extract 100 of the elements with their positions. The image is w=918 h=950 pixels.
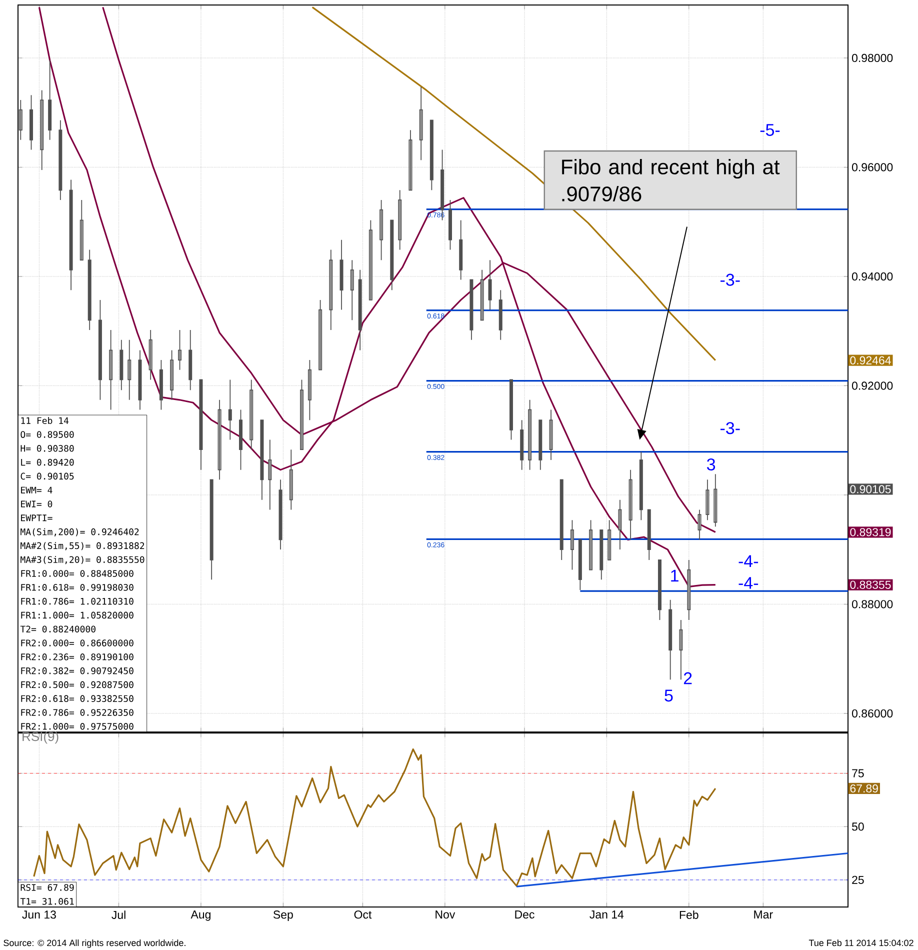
- text: Tue Feb 11 2014 15:04:02: [808, 939, 914, 946]
- y-tick-label: 0.96000: [852, 163, 893, 172]
- annotation: FR2:0.618= 0.93382550: [21, 695, 134, 702]
- candlestick: [40, 90, 44, 170]
- candlestick: [18, 100, 22, 140]
- candlestick: [159, 360, 163, 410]
- candlestick: [178, 330, 182, 370]
- candlestick: [128, 339, 132, 400]
- annotation: 5: [664, 690, 673, 702]
- candlestick: [430, 120, 434, 191]
- x-tick-label: Sep: [273, 910, 293, 921]
- source-note: Source: © 2014 All rights reserved worldwide.: [4, 939, 186, 948]
- annotation: RSI= 67.89: [20, 884, 74, 891]
- candlestick: [58, 120, 62, 200]
- candlestick: [148, 330, 152, 380]
- annotation: FR1:0.786= 1.02110310: [21, 598, 134, 605]
- y-tick-label: 0.88000: [852, 600, 893, 608]
- annotation: EWM= 4: [21, 486, 52, 494]
- line-series: [312, 6, 716, 362]
- y-tick-label: 0.94000: [852, 272, 893, 281]
- candlestick: [98, 299, 102, 400]
- candlestick: [538, 420, 542, 470]
- candlestick: [528, 399, 532, 470]
- candlestick: [687, 559, 691, 620]
- candlestick: [358, 269, 362, 351]
- annotation: Fibo and recent high at .9079/86: [562, 158, 780, 202]
- y-tick-label: 50: [852, 822, 864, 831]
- candlestick: [218, 399, 222, 480]
- candlestick: [80, 200, 84, 261]
- annotation: L= 0.89420: [21, 458, 74, 466]
- y-tick-label: 0.98000: [852, 54, 893, 62]
- annotation: MA#2(Sim,55)= 0.8931882: [20, 542, 144, 550]
- annotation: 11 Feb 14: [21, 417, 69, 424]
- candlestick: [120, 339, 124, 391]
- candlestick: [239, 409, 242, 470]
- annotation: MA#3(Sim,20)= 0.8835550: [20, 556, 144, 564]
- annotation: T1= 31.061: [20, 898, 74, 905]
- candlestick: [549, 409, 553, 460]
- candlestick: [210, 479, 214, 580]
- y-tick-label: 0.92464: [850, 356, 891, 364]
- annotation: 3: [706, 458, 716, 470]
- x-tick-label: Nov: [436, 910, 456, 919]
- x-tick-label: Jun 13: [22, 910, 56, 919]
- y-tick-label: 0.88355: [850, 580, 891, 589]
- annotation: 2: [684, 672, 692, 684]
- candlestick: [618, 499, 622, 550]
- candlestick: [48, 60, 52, 140]
- candlestick: [329, 249, 333, 330]
- candlestick: [698, 509, 702, 540]
- annotation: -3-: [720, 422, 740, 434]
- chart-title: RSI(9): [22, 732, 58, 744]
- y-tick-label: 0.86000: [852, 709, 893, 718]
- annotation: EWI= 0: [21, 500, 52, 508]
- candlestick: [706, 479, 710, 521]
- annotation: FR2:0.500= 0.92087500: [21, 681, 134, 688]
- x-tick-label: Jan 14: [590, 910, 624, 919]
- candlestick: [639, 451, 643, 521]
- candlestick: [608, 520, 612, 560]
- candlestick: [268, 439, 272, 510]
- candlestick: [679, 620, 683, 680]
- annotation: FR2:1.000= 0.97575000: [21, 722, 134, 730]
- annotation: H= 0.90380: [20, 444, 74, 452]
- y-tick-label: 75: [852, 769, 864, 778]
- annotation: T2= 0.88240000: [20, 626, 96, 632]
- annotation: FR2:0.382= 0.90792450: [21, 667, 134, 674]
- candlestick: [520, 420, 524, 470]
- candlestick: [390, 220, 394, 291]
- candlestick: [278, 479, 282, 550]
- candlestick: [488, 260, 492, 310]
- candlestick: [69, 179, 73, 291]
- candlestick: [578, 539, 582, 590]
- candlestick: [419, 86, 423, 161]
- candlestick: [188, 330, 192, 391]
- annotation: -3-: [720, 274, 740, 286]
- candlestick: [260, 420, 264, 500]
- annotation: FR2:0.236= 0.89190100: [21, 653, 134, 660]
- candlestick: [350, 260, 354, 321]
- annotation: FR1:0.000= 0.88485000: [21, 570, 134, 577]
- candlestick: [408, 130, 412, 191]
- annotation: O= 0.89500: [20, 431, 74, 438]
- candlestick: [199, 379, 203, 470]
- candlestick: [628, 469, 632, 540]
- annotation: EWPTI=: [21, 514, 52, 522]
- candlestick: [368, 220, 372, 300]
- y-tick-label: 0.89319: [850, 528, 891, 536]
- candlestick: [308, 360, 312, 421]
- annotation: FR2:0.786= 0.95226350: [21, 709, 134, 716]
- candlestick: [250, 379, 254, 450]
- candlestick: [170, 350, 174, 400]
- candlestick: [228, 379, 232, 440]
- candlestick: [668, 599, 672, 680]
- candlestick: [714, 474, 718, 528]
- candlestick: [570, 520, 574, 570]
- candlestick: [459, 220, 463, 280]
- candlestick: [340, 239, 344, 310]
- x-tick-label: Feb: [680, 910, 698, 919]
- annotation: -4-: [738, 555, 758, 567]
- annotation: -5-: [760, 124, 780, 136]
- candlestick: [560, 479, 564, 560]
- x-tick-label: Aug: [190, 910, 210, 921]
